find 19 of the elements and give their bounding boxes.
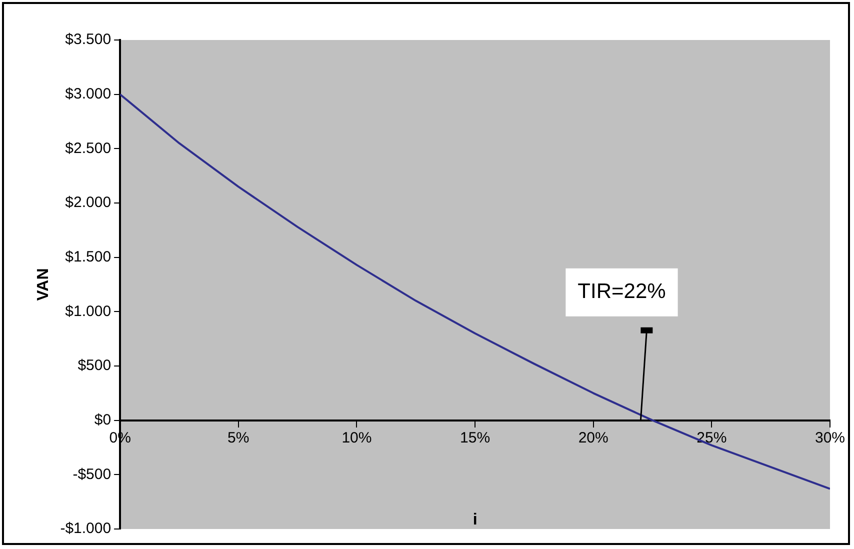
- y-tick-label: -$500: [72, 466, 112, 483]
- x-axis-title: i: [472, 511, 478, 528]
- y-tick-label: $500: [78, 357, 112, 374]
- y-tick-label: $3.000: [65, 85, 112, 102]
- x-tick-label: 10%: [342, 429, 372, 446]
- x-tick-label: 25%: [696, 429, 727, 446]
- y-tick-label: $0: [94, 411, 112, 428]
- y-tick-label: $3.500: [65, 31, 112, 48]
- x-tick-label: 30%: [814, 429, 846, 446]
- x-tick-label: 15%: [460, 429, 490, 446]
- y-tick-label: $2.000: [65, 194, 112, 212]
- x-tick-label: 20%: [578, 429, 608, 446]
- y-tick-label: $1.000: [65, 302, 112, 320]
- annotation: TIR=22%: [578, 280, 666, 304]
- y-tick-label: $2.500: [65, 140, 112, 157]
- y-axis-title: VAN: [35, 268, 52, 301]
- y-tick-label: $1.500: [65, 248, 112, 266]
- x-tick-label: 5%: [228, 429, 250, 446]
- y-tick-label: -$1.000: [60, 520, 112, 538]
